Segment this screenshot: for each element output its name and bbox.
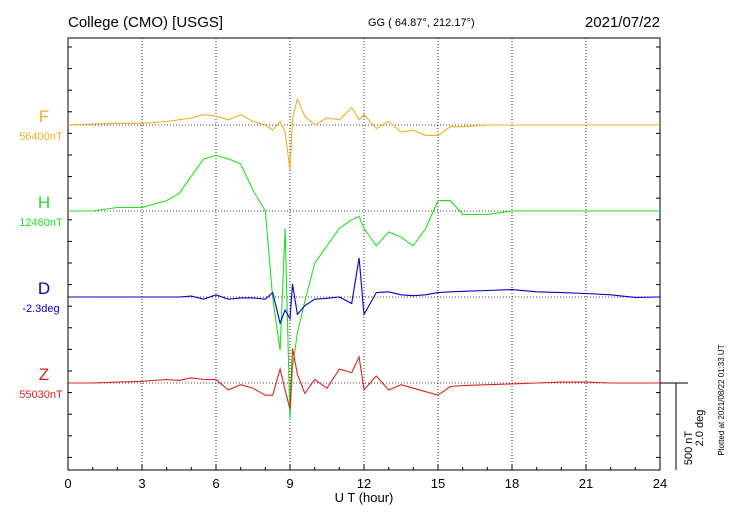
grid-lines	[68, 38, 660, 470]
x-tick-label: 0	[64, 476, 71, 491]
plotted-note: Plotted at 2021/08/22 01:33 UT	[717, 344, 726, 455]
series-baseline-h: 12460nT	[19, 217, 63, 229]
series-name-d: D	[38, 279, 50, 298]
x-tick-label: 24	[653, 476, 667, 491]
series-line-z	[68, 348, 660, 410]
x-tick-label: 12	[357, 476, 371, 491]
series-line-d	[68, 257, 661, 325]
x-tick-label: 21	[579, 476, 593, 491]
x-tick-label: 3	[138, 476, 145, 491]
series-baseline-d: -2.3deg	[22, 303, 59, 315]
x-tick-label: 18	[505, 476, 519, 491]
scale-deg-label: 2.0 deg	[694, 410, 706, 447]
x-tick-label: 9	[286, 476, 293, 491]
x-tick-label: 15	[431, 476, 445, 491]
series-name-z: Z	[39, 365, 49, 384]
series-baseline-z: 55030nT	[19, 389, 63, 401]
axis-ticks	[67, 46, 661, 470]
x-axis-label: U T (hour)	[335, 490, 394, 505]
series-name-h: H	[38, 193, 50, 212]
series-labels: F 56400nT H 12460nT D -2.3deg Z 55030nT	[19, 107, 63, 401]
series-baseline-f: 56400nT	[19, 131, 63, 143]
coordinates-label: GG ( 64.87°, 212.17°)	[368, 17, 475, 29]
series-lines	[67, 97, 661, 420]
scale-bar: 500 nT 2.0 deg	[660, 382, 706, 470]
scale-nt-label: 500 nT	[683, 431, 695, 466]
x-tick-labels: 0 3 6 9 12 15 18 21 24	[64, 476, 667, 491]
station-title: College (CMO) [USGS]	[68, 14, 223, 31]
date-label: 2021/07/22	[585, 14, 660, 31]
series-line-f	[67, 97, 660, 171]
series-line-h	[68, 154, 660, 420]
series-name-f: F	[39, 107, 49, 126]
x-tick-label: 6	[212, 476, 219, 491]
